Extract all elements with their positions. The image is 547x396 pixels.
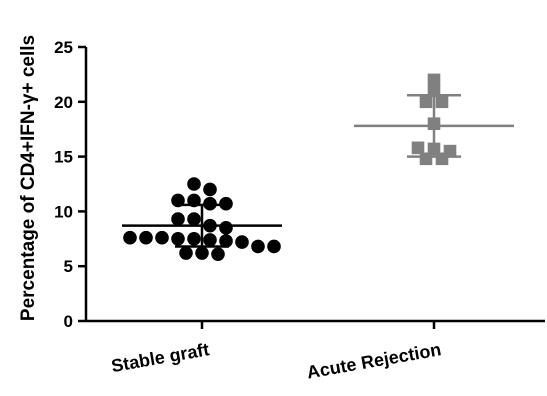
data-point	[435, 152, 449, 166]
data-point	[267, 239, 281, 254]
data-point	[251, 239, 265, 254]
x-category-label: Stable graft	[110, 339, 211, 376]
y-tick-label: 10	[54, 202, 73, 221]
data-point	[171, 212, 185, 226]
y-axis-label: Percentage of CD4+IFN-γ+ cells	[18, 35, 39, 321]
data-point	[219, 234, 233, 248]
data-point	[139, 230, 153, 245]
data-point	[419, 152, 433, 166]
data-point	[179, 246, 193, 260]
error-bars	[122, 93, 514, 248]
data-point	[171, 232, 185, 246]
y-ticks: 0 5 10 15 20 25	[54, 38, 86, 331]
data-point	[187, 212, 201, 226]
data-point	[187, 232, 201, 246]
data-point	[187, 177, 201, 191]
data-point	[203, 182, 217, 197]
data-point	[219, 221, 233, 235]
data-point	[203, 233, 217, 247]
data-point	[155, 230, 169, 245]
data-point	[435, 95, 449, 109]
data-point	[427, 73, 441, 87]
data-point	[235, 235, 249, 249]
y-tick-label: 0	[64, 312, 73, 331]
y-tick-label: 25	[54, 38, 73, 57]
data-point	[211, 247, 225, 261]
x-categories: Stable graft Acute Rejection	[110, 321, 443, 383]
y-tick-label: 20	[54, 93, 73, 112]
data-points	[123, 73, 457, 261]
data-point	[411, 141, 425, 155]
data-point	[195, 246, 209, 260]
data-point	[419, 95, 433, 109]
y-tick-label: 5	[64, 257, 73, 276]
x-category-label: Acute Rejection	[305, 339, 442, 382]
data-point	[123, 230, 137, 245]
y-tick-label: 15	[54, 148, 73, 167]
